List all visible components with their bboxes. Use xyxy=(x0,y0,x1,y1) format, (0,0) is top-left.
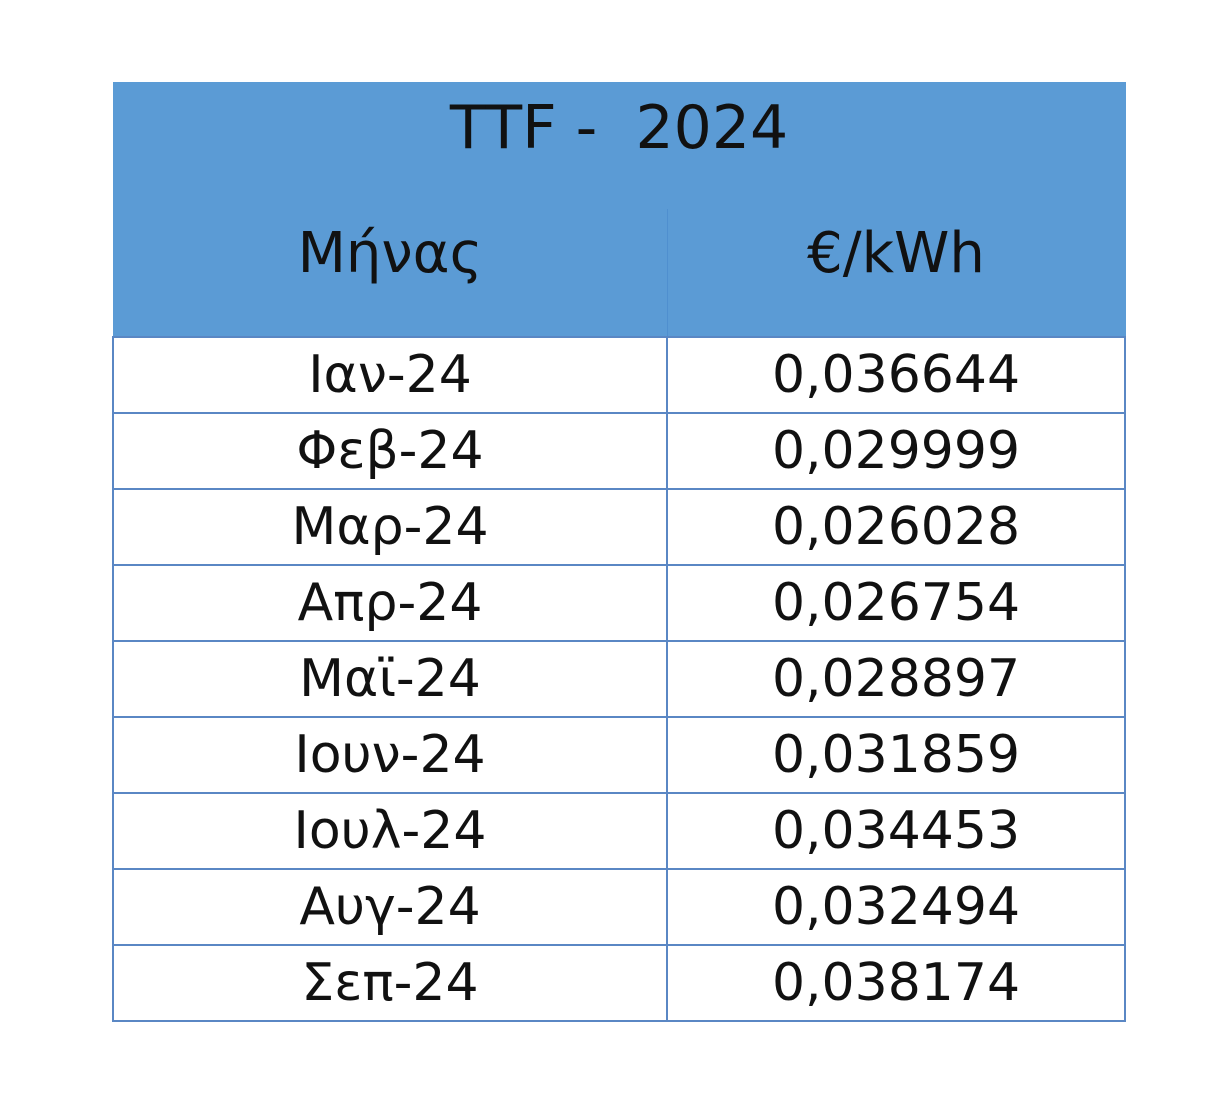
month-cell: Ιουλ-24 xyxy=(112,791,668,870)
table-row: Μαρ-24 0,026028 xyxy=(112,487,1127,566)
month-cell: Ιουν-24 xyxy=(112,715,668,794)
price-cell: 0,036644 xyxy=(665,335,1127,414)
month-cell: Αυγ-24 xyxy=(112,867,668,946)
price-cell: 0,034453 xyxy=(665,791,1127,870)
table-title: TTF - 2024 xyxy=(449,93,789,163)
price-cell: 0,032494 xyxy=(665,867,1127,946)
price-cell: 0,031859 xyxy=(665,715,1127,794)
ttf-price-table: TTF - 2024 Μήνας €/kWh Ιαν-24 0,036644 Φ… xyxy=(112,82,1127,1022)
table-row: Ιαν-24 0,036644 xyxy=(112,335,1127,414)
month-cell: Ιαν-24 xyxy=(112,335,668,414)
month-cell: Μαϊ-24 xyxy=(112,639,668,718)
header-month: Μήνας xyxy=(112,208,668,337)
header-row: Μήνας €/kWh xyxy=(112,208,1126,337)
month-cell: Σεπ-24 xyxy=(112,943,668,1022)
table-row: Μαϊ-24 0,028897 xyxy=(112,639,1127,718)
month-cell: Απρ-24 xyxy=(112,563,668,642)
table-row: Ιουλ-24 0,034453 xyxy=(112,791,1127,870)
price-cell: 0,026028 xyxy=(665,487,1127,566)
table-row: Σεπ-24 0,038174 xyxy=(112,943,1127,1022)
price-cell: 0,029999 xyxy=(665,411,1127,490)
month-cell: Φεβ-24 xyxy=(112,411,668,490)
table-row: Ιουν-24 0,031859 xyxy=(112,715,1127,794)
price-cell: 0,026754 xyxy=(665,563,1127,642)
table-row: Απρ-24 0,026754 xyxy=(112,563,1127,642)
title-row: TTF - 2024 xyxy=(112,82,1126,209)
header-price: €/kWh xyxy=(666,208,1126,337)
price-cell: 0,038174 xyxy=(665,943,1127,1022)
table-title-cell: TTF - 2024 xyxy=(112,82,1126,209)
table-row: Αυγ-24 0,032494 xyxy=(112,867,1127,946)
price-cell: 0,028897 xyxy=(665,639,1127,718)
table-row: Φεβ-24 0,029999 xyxy=(112,411,1127,490)
month-cell: Μαρ-24 xyxy=(112,487,668,566)
